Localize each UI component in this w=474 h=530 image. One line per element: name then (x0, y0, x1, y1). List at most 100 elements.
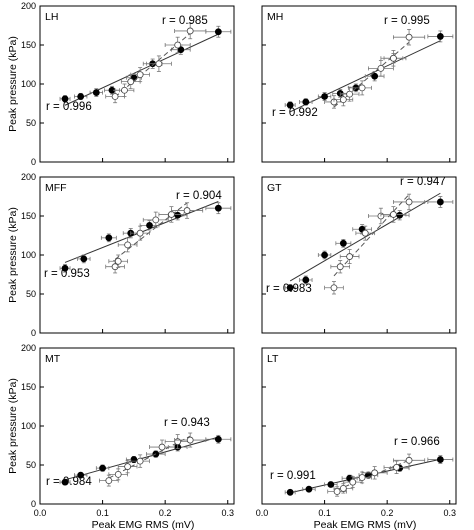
data-point-open (358, 474, 366, 481)
series-open: r = 0.966 (327, 436, 440, 497)
data-point-open (339, 96, 347, 103)
data-point-filled (61, 264, 69, 272)
x-tick-label: 0.2 (159, 508, 172, 518)
correlation-label: r = 0.943 (164, 417, 210, 429)
series-open: r = 0.943 (99, 417, 210, 487)
y-tick-label: 150 (21, 211, 36, 221)
data-point-open (174, 438, 182, 446)
data-point-filled (286, 488, 294, 496)
data-point-filled (327, 481, 335, 488)
data-point-open (361, 229, 369, 237)
data-point-open (114, 257, 122, 265)
data-point-open (336, 263, 344, 271)
panels-group: 0 50 100 150 200 Peak pressure (kPa) LH r = 0.9… (7, 1, 457, 530)
data-point-filled (371, 72, 379, 80)
data-point-open (127, 78, 135, 86)
correlation-label: r = 0.947 (400, 176, 446, 188)
y-tick-label: 200 (21, 343, 36, 353)
data-point-open (105, 477, 113, 485)
plot-frame (261, 5, 457, 163)
panel-mt: 0 50 100 150 200 0.0 0.1 0.2 0.3 Peak pressure (k… (7, 343, 235, 530)
y-axis-title: Peak pressure (kPa) (7, 378, 19, 474)
data-point-open (390, 211, 397, 218)
correlation-label: r = 0.995 (384, 15, 430, 27)
data-point-open (186, 436, 194, 444)
data-point-filled (436, 33, 444, 40)
data-point-filled (339, 239, 347, 247)
data-point-open (393, 463, 400, 471)
data-point-open (121, 86, 128, 94)
error-bar (99, 474, 119, 487)
data-point-open (377, 65, 385, 72)
data-point-open (114, 470, 122, 478)
correlation-label: r = 0.984 (46, 476, 92, 488)
error-bar (130, 225, 150, 241)
data-point-open (346, 253, 354, 260)
data-point-filled (214, 435, 222, 443)
x-tick-label: 0.3 (443, 508, 456, 518)
data-point-filled (214, 28, 222, 36)
regression-line (333, 194, 410, 277)
data-point-open (136, 457, 144, 465)
regression-line (64, 33, 219, 106)
data-point-filled (214, 204, 222, 212)
panel-lh: 0 50 100 150 200 Peak pressure (kPa) LH r = 0.9… (7, 1, 235, 167)
y-tick-label: 100 (21, 250, 36, 260)
series-open: r = 0.947 (324, 176, 446, 295)
data-point-open (155, 60, 163, 68)
data-point-filled (92, 89, 100, 96)
series-open: r = 0.995 (324, 15, 430, 109)
data-point-filled (130, 456, 138, 463)
data-point-filled (302, 276, 310, 284)
panel-gt: GT r = 0.983 r = 0.947 (261, 176, 457, 334)
regression-line (333, 41, 410, 108)
data-point-filled (321, 251, 328, 259)
correlation-label: r = 0.966 (394, 436, 440, 448)
data-point-open (405, 456, 413, 464)
plot-frame (39, 5, 235, 163)
panel-label: MT (45, 353, 61, 365)
y-axis-title: Peak pressure (kPa) (7, 36, 19, 132)
panel-label: LT (267, 353, 279, 365)
correlation-label: r = 0.985 (162, 15, 208, 27)
x-tick-label: 0.0 (256, 508, 269, 518)
data-point-open (136, 71, 144, 79)
data-point-open (339, 484, 347, 492)
x-axis-title: Peak EMG RMS (mV) (92, 519, 195, 530)
data-point-filled (146, 221, 153, 229)
data-point-open (174, 41, 182, 49)
data-point-filled (436, 456, 444, 463)
y-tick-label: 200 (21, 172, 36, 182)
series-open: r = 0.985 (105, 15, 208, 104)
data-point-open (349, 478, 357, 486)
data-point-open (371, 469, 379, 477)
panel-lt: 0.0 0.1 0.2 0.3 Peak EMG RMS (mV) LT r = 0.991… (256, 347, 457, 530)
y-axis-title: Peak pressure (kPa) (7, 207, 19, 303)
x-tick-label: 0.0 (34, 508, 47, 518)
data-point-open (405, 33, 413, 41)
data-point-open (136, 229, 144, 237)
data-point-open (158, 443, 166, 451)
y-tick-label: 100 (21, 421, 36, 431)
data-point-filled (436, 198, 444, 206)
y-tick-label: 50 (26, 118, 36, 128)
data-point-filled (61, 478, 69, 486)
data-point-filled (174, 211, 182, 219)
series-filled: r = 0.996 (46, 25, 232, 113)
correlation-label: r = 0.953 (44, 268, 90, 280)
data-point-filled (61, 95, 69, 103)
y-tick-label: 150 (21, 382, 36, 392)
x-axis-title: Peak EMG RMS (mV) (314, 519, 417, 530)
data-point-filled (302, 98, 310, 106)
data-point-open (346, 90, 354, 98)
series-filled: r = 0.992 (272, 30, 454, 119)
data-point-filled (286, 101, 294, 109)
panel-label: MFF (45, 182, 67, 194)
data-point-open (358, 84, 366, 92)
data-point-filled (77, 93, 85, 100)
panel-label: MH (267, 11, 283, 23)
data-point-filled (396, 211, 404, 219)
data-point-open (124, 463, 132, 470)
data-point-filled (321, 93, 328, 100)
y-tick-label: 0 (31, 328, 36, 338)
